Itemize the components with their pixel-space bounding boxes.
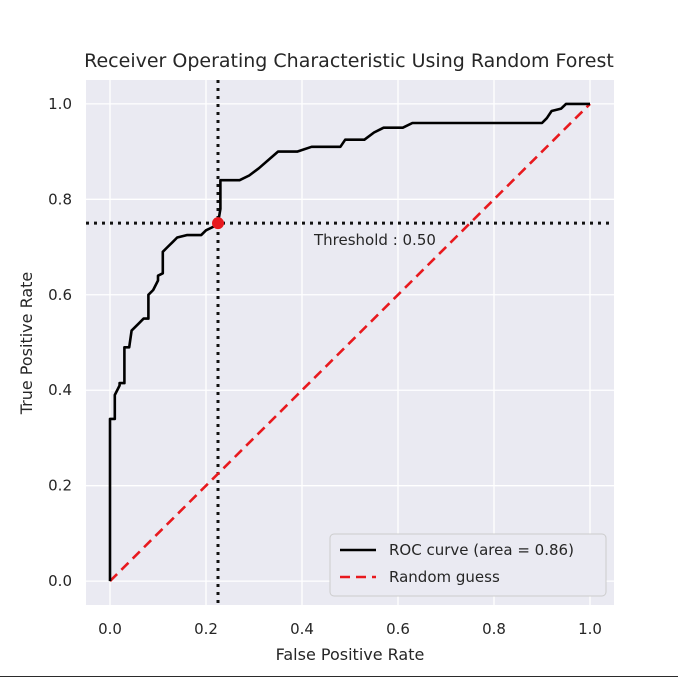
x-tick-label: 0.4 bbox=[290, 620, 314, 638]
threshold-point bbox=[212, 217, 224, 230]
threshold-crosshair bbox=[86, 80, 614, 605]
legend-box bbox=[329, 533, 607, 597]
legend: ROC curve (area = 0.86) Random guess bbox=[329, 533, 607, 597]
x-tick-label: 0.6 bbox=[386, 620, 410, 638]
y-tick-label: 0.0 bbox=[48, 572, 72, 590]
chart-title: Receiver Operating Characteristic Using … bbox=[84, 50, 614, 72]
x-tick-label: 1.0 bbox=[578, 620, 602, 638]
random-guess-line bbox=[109, 102, 591, 583]
legend-label: Random guess bbox=[389, 568, 500, 586]
series-layer: Threshold : 0.50 bbox=[108, 102, 591, 583]
y-axis-label: True Positive Rate bbox=[17, 272, 36, 416]
x-tick-label: 0.0 bbox=[98, 620, 122, 638]
y-tick-label: 1.0 bbox=[48, 95, 72, 113]
grid-lines bbox=[86, 80, 614, 605]
x-tick-labels: 0.0 0.2 0.4 0.6 0.8 1.0 bbox=[98, 620, 602, 638]
legend-label: ROC curve (area = 0.86) bbox=[389, 541, 574, 559]
x-tick-label: 0.2 bbox=[194, 620, 218, 638]
y-tick-labels: 0.0 0.2 0.4 0.6 0.8 1.0 bbox=[48, 95, 72, 590]
y-tick-label: 0.4 bbox=[48, 381, 72, 399]
x-tick-label: 0.8 bbox=[482, 620, 506, 638]
y-tick-label: 0.2 bbox=[48, 477, 72, 495]
y-tick-label: 0.8 bbox=[48, 190, 72, 208]
threshold-label: Threshold : 0.50 bbox=[313, 231, 436, 249]
bottom-divider bbox=[0, 676, 678, 677]
x-axis-label: False Positive Rate bbox=[276, 645, 425, 664]
roc-curve-line bbox=[108, 102, 590, 582]
y-tick-label: 0.6 bbox=[48, 286, 72, 304]
